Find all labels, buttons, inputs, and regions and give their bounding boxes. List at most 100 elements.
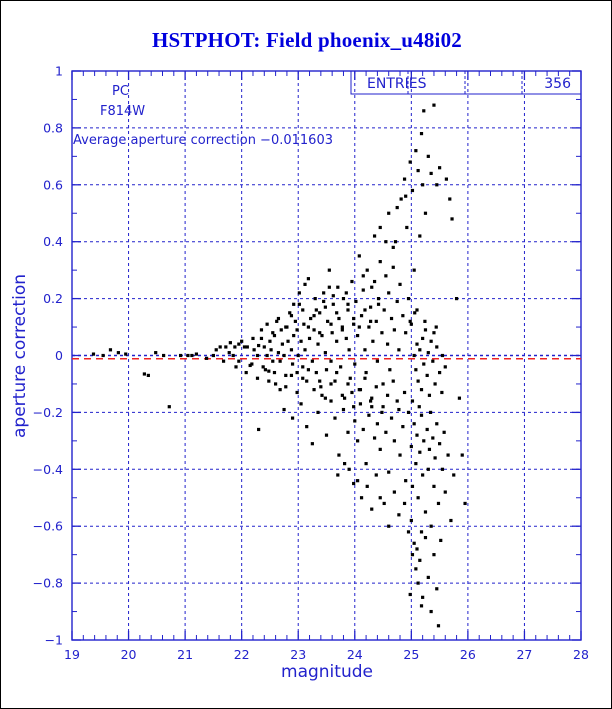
data-point [358, 402, 363, 406]
data-point [388, 368, 392, 372]
data-point [237, 359, 241, 363]
data-point [352, 322, 356, 326]
data-point [346, 430, 350, 434]
data-point [387, 470, 391, 474]
data-point [354, 299, 358, 304]
data-point [237, 342, 241, 346]
data-point [265, 322, 269, 326]
y-tick-label: 0.8 [43, 120, 63, 135]
data-point [350, 279, 354, 284]
data-point [435, 345, 439, 349]
data-point [268, 339, 272, 343]
data-point [245, 345, 249, 349]
data-point [290, 416, 295, 420]
data-point [267, 369, 271, 373]
data-point [392, 439, 396, 443]
data-point [425, 373, 429, 378]
data-point [382, 308, 386, 312]
data-point [307, 336, 312, 341]
data-point [433, 456, 437, 460]
data-point [306, 277, 310, 281]
data-point [370, 507, 374, 511]
data-point [323, 305, 327, 309]
data-point [421, 473, 425, 477]
data-point [414, 462, 418, 466]
data-point [375, 359, 379, 363]
data-point [404, 479, 408, 483]
data-point [409, 518, 413, 523]
x-tick-label: 22 [234, 647, 250, 662]
data-point [296, 353, 300, 358]
data-point [384, 274, 388, 278]
data-point [361, 427, 365, 432]
x-tick-label: 21 [177, 647, 193, 662]
data-point [440, 353, 445, 358]
data-point [289, 373, 294, 378]
data-point [412, 353, 416, 358]
data-point [369, 305, 373, 309]
data-point [397, 407, 401, 412]
data-point [312, 388, 316, 392]
data-point [415, 342, 419, 346]
data-point [393, 240, 398, 244]
data-point [356, 333, 360, 338]
data-point [292, 302, 296, 306]
data-point [322, 299, 326, 304]
data-point [410, 553, 415, 557]
data-point [417, 405, 421, 409]
data-point [408, 160, 412, 164]
data-point [284, 325, 288, 329]
data-point [295, 370, 299, 375]
data-point [344, 336, 348, 341]
data-point [463, 501, 467, 506]
data-point [440, 390, 444, 395]
data-point [419, 530, 424, 534]
data-point [154, 351, 158, 355]
data-point [438, 442, 442, 446]
data-point [404, 331, 408, 335]
data-point [252, 348, 256, 352]
data-point [306, 325, 310, 329]
data-point [426, 467, 430, 471]
data-point [278, 359, 282, 363]
data-point [228, 341, 232, 345]
data-point [265, 353, 269, 358]
data-point [233, 345, 237, 349]
data-point [367, 325, 371, 329]
data-point [429, 339, 433, 343]
data-point [374, 385, 378, 389]
data-point [359, 496, 364, 500]
data-point [303, 282, 307, 286]
data-point [382, 501, 386, 506]
data-point [356, 479, 360, 483]
data-point [329, 382, 333, 386]
data-point [391, 245, 395, 249]
data-point [267, 379, 271, 383]
x-tick-label: 25 [403, 647, 419, 662]
data-point [337, 316, 341, 321]
data-point [275, 319, 279, 323]
data-point [443, 365, 447, 369]
data-point [167, 405, 171, 409]
data-point [432, 484, 436, 488]
data-point [289, 348, 294, 352]
data-point [414, 368, 418, 372]
data-point [348, 376, 352, 380]
data-point [276, 316, 281, 321]
data-point [343, 462, 347, 466]
data-point [290, 362, 295, 366]
data-point [431, 359, 435, 363]
data-point [361, 274, 365, 278]
y-tick-label: 0.4 [43, 234, 63, 249]
data-point [409, 322, 413, 326]
data-point [405, 225, 409, 230]
data-point [384, 240, 388, 244]
y-tick-label: −1 [45, 633, 63, 648]
data-point [211, 353, 215, 358]
data-point [244, 370, 248, 375]
data-point [410, 399, 415, 403]
data-point [440, 467, 445, 471]
data-point [301, 365, 305, 369]
